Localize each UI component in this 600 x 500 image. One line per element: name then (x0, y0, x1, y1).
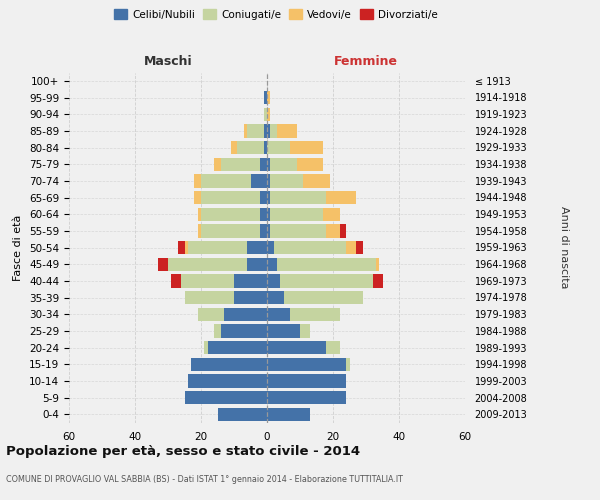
Bar (267, 224, 271, 237)
Bar (221, 324, 267, 338)
Bar (271, 208, 323, 221)
Bar (271, 191, 326, 204)
Bar (267, 124, 271, 138)
Bar (244, 124, 247, 138)
Bar (271, 158, 296, 171)
Bar (260, 158, 267, 171)
Bar (260, 208, 267, 221)
Bar (267, 341, 326, 354)
Bar (264, 141, 267, 154)
Bar (234, 274, 267, 287)
Bar (264, 91, 267, 104)
Bar (267, 141, 290, 154)
Bar (185, 391, 267, 404)
Bar (181, 274, 234, 287)
Bar (260, 224, 267, 237)
Bar (376, 258, 379, 271)
Bar (267, 174, 271, 188)
Bar (277, 124, 296, 138)
Bar (201, 174, 251, 188)
Bar (300, 324, 310, 338)
Bar (267, 258, 277, 271)
Bar (326, 341, 340, 354)
Bar (201, 191, 260, 204)
Bar (271, 174, 304, 188)
Bar (201, 208, 260, 221)
Bar (204, 341, 208, 354)
Bar (198, 208, 201, 221)
Text: Maschi: Maschi (143, 54, 193, 68)
Bar (188, 241, 247, 254)
Bar (185, 291, 234, 304)
Bar (274, 241, 346, 254)
Bar (267, 208, 271, 221)
Bar (188, 374, 267, 388)
Bar (178, 241, 185, 254)
Bar (198, 308, 224, 321)
Bar (267, 91, 271, 104)
Bar (214, 324, 221, 338)
Bar (158, 258, 168, 271)
Bar (194, 174, 201, 188)
Bar (326, 224, 340, 237)
Bar (296, 158, 323, 171)
Y-axis label: Anni di nascita: Anni di nascita (559, 206, 569, 288)
Bar (251, 174, 267, 188)
Bar (326, 191, 356, 204)
Bar (340, 224, 346, 237)
Text: Popolazione per età, sesso e stato civile - 2014: Popolazione per età, sesso e stato civil… (6, 445, 360, 458)
Text: COMUNE DI PROVAGLIO VAL SABBIA (BS) - Dati ISTAT 1° gennaio 2014 - Elaborazione : COMUNE DI PROVAGLIO VAL SABBIA (BS) - Da… (6, 476, 403, 484)
Bar (271, 124, 277, 138)
Bar (208, 341, 267, 354)
Bar (191, 358, 267, 371)
Bar (346, 358, 349, 371)
Bar (247, 124, 264, 138)
Bar (218, 408, 267, 421)
Bar (373, 274, 383, 287)
Bar (304, 174, 330, 188)
Bar (264, 108, 267, 121)
Bar (271, 224, 326, 237)
Bar (267, 408, 310, 421)
Bar (198, 224, 201, 237)
Bar (267, 158, 271, 171)
Bar (214, 158, 221, 171)
Bar (231, 141, 238, 154)
Bar (290, 141, 323, 154)
Bar (267, 308, 290, 321)
Bar (238, 141, 264, 154)
Bar (260, 191, 267, 204)
Bar (290, 308, 340, 321)
Bar (267, 358, 346, 371)
Bar (201, 224, 260, 237)
Bar (356, 241, 363, 254)
Bar (247, 241, 267, 254)
Bar (234, 291, 267, 304)
Bar (194, 191, 201, 204)
Bar (346, 241, 356, 254)
Bar (267, 391, 346, 404)
Bar (221, 158, 260, 171)
Bar (267, 374, 346, 388)
Bar (323, 208, 340, 221)
Bar (168, 258, 247, 271)
Bar (267, 291, 284, 304)
Bar (247, 258, 267, 271)
Bar (284, 291, 362, 304)
Text: Femmine: Femmine (334, 54, 398, 68)
Bar (277, 258, 376, 271)
Bar (267, 324, 300, 338)
Legend: Celibi/Nubili, Coniugati/e, Vedovi/e, Divorziati/e: Celibi/Nubili, Coniugati/e, Vedovi/e, Di… (110, 5, 442, 24)
Bar (264, 124, 267, 138)
Bar (172, 274, 181, 287)
Bar (224, 308, 267, 321)
Bar (267, 191, 271, 204)
Bar (267, 108, 271, 121)
Bar (185, 241, 188, 254)
Bar (267, 241, 274, 254)
Bar (280, 274, 373, 287)
Y-axis label: Fasce di età: Fasce di età (13, 214, 23, 280)
Bar (267, 274, 280, 287)
